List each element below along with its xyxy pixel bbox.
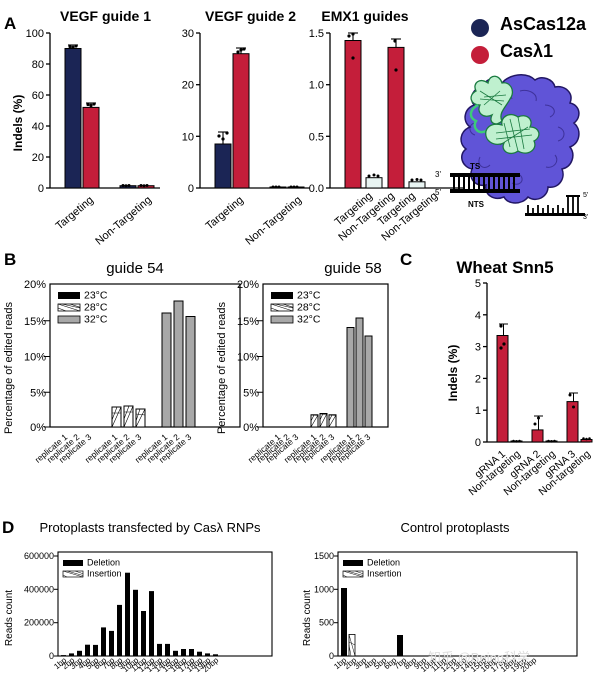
- svg-text:30: 30: [182, 28, 194, 40]
- svg-text:Deletion: Deletion: [87, 558, 120, 568]
- svg-text:20: 20: [32, 152, 44, 164]
- svg-text:2: 2: [475, 373, 481, 385]
- svg-text:5': 5': [583, 192, 588, 199]
- svg-text:1: 1: [475, 405, 481, 417]
- svg-text:80: 80: [32, 59, 44, 71]
- svg-text:20%: 20%: [237, 279, 259, 291]
- svg-text:5': 5': [435, 188, 441, 197]
- svg-text:23°C: 23°C: [297, 290, 321, 302]
- svg-text:3': 3': [583, 214, 588, 221]
- svg-text:0: 0: [329, 651, 334, 661]
- svg-text:0: 0: [49, 651, 54, 661]
- svg-text:5%: 5%: [30, 387, 46, 399]
- svg-text:Deletion: Deletion: [367, 558, 400, 568]
- svg-text:15%: 15%: [237, 316, 259, 328]
- svg-text:5: 5: [475, 278, 481, 290]
- svg-text:10: 10: [182, 131, 194, 143]
- svg-text:Percentage of edited reads: Percentage of edited reads: [3, 301, 15, 434]
- svg-text:Indels (%): Indels (%): [446, 345, 460, 402]
- svg-text:40: 40: [32, 121, 44, 133]
- svg-text:Insertion: Insertion: [87, 569, 122, 579]
- svg-text:Indels (%): Indels (%): [11, 95, 25, 152]
- svg-text:Reads count: Reads count: [302, 590, 313, 646]
- svg-text:20: 20: [182, 80, 194, 92]
- svg-text:Targeting: Targeting: [54, 194, 96, 232]
- svg-text:0: 0: [188, 183, 194, 195]
- svg-text:3: 3: [475, 342, 481, 354]
- svg-text:Targeting: Targeting: [204, 194, 246, 232]
- svg-text:0: 0: [38, 183, 44, 195]
- svg-text:NTS: NTS: [468, 200, 485, 209]
- svg-text:知乎 @Being科学: 知乎 @Being科学: [428, 650, 530, 665]
- svg-text:23°C: 23°C: [84, 290, 108, 302]
- svg-text:200000: 200000: [24, 618, 54, 628]
- svg-text:3': 3': [435, 170, 441, 179]
- svg-text:500: 500: [319, 618, 334, 628]
- svg-text:Percentage of edited reads: Percentage of edited reads: [216, 301, 228, 434]
- svg-text:60: 60: [32, 90, 44, 102]
- svg-text:Non-Targeting: Non-Targeting: [243, 194, 304, 248]
- svg-text:1.0: 1.0: [309, 80, 324, 92]
- svg-text:0%: 0%: [243, 422, 259, 434]
- svg-text:1.5: 1.5: [309, 28, 324, 40]
- svg-text:20%: 20%: [24, 279, 46, 291]
- svg-text:0: 0: [475, 437, 481, 449]
- svg-text:32°C: 32°C: [84, 314, 108, 326]
- svg-text:4: 4: [475, 310, 481, 322]
- svg-text:0.5: 0.5: [309, 131, 324, 143]
- svg-text:TS: TS: [470, 162, 481, 171]
- svg-text:600000: 600000: [24, 551, 54, 561]
- svg-text:Reads count: Reads count: [4, 590, 15, 646]
- svg-text:Insertion: Insertion: [367, 569, 402, 579]
- svg-text:28°C: 28°C: [84, 302, 108, 314]
- svg-text:10%: 10%: [24, 352, 46, 364]
- svg-text:400000: 400000: [24, 584, 54, 594]
- svg-text:Non-Targeting: Non-Targeting: [93, 194, 154, 248]
- svg-text:100: 100: [26, 28, 44, 40]
- svg-text:0%: 0%: [30, 422, 46, 434]
- svg-text:0.0: 0.0: [309, 183, 324, 195]
- svg-text:15%: 15%: [24, 316, 46, 328]
- svg-text:32°C: 32°C: [297, 314, 321, 326]
- svg-text:1500: 1500: [314, 551, 334, 561]
- svg-text:1000: 1000: [314, 584, 334, 594]
- svg-text:10%: 10%: [237, 352, 259, 364]
- svg-text:28°C: 28°C: [297, 302, 321, 314]
- svg-text:5%: 5%: [243, 387, 259, 399]
